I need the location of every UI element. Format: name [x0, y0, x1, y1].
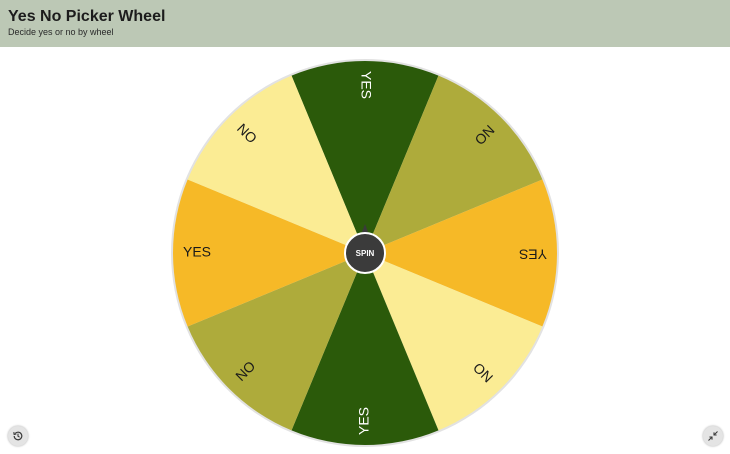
spin-button-label[interactable]: SPIN	[356, 249, 375, 258]
segment-label: YES	[356, 407, 372, 435]
wheel-segment[interactable]	[291, 61, 439, 254]
history-button[interactable]	[8, 426, 28, 446]
page-title: Yes No Picker Wheel	[8, 8, 166, 25]
wheel-segments[interactable]	[173, 61, 557, 445]
spin-button[interactable]	[344, 232, 386, 274]
segment-label: YES	[519, 246, 547, 262]
segment-label: YES	[183, 244, 211, 260]
wheel-segment[interactable]	[187, 75, 365, 254]
app-header: Yes No Picker Wheel Decide yes or no by …	[0, 0, 730, 47]
wheel-segment[interactable]	[173, 179, 365, 327]
wheel-segment[interactable]	[365, 75, 543, 254]
history-icon	[13, 431, 23, 441]
wheel-segment[interactable]	[365, 179, 557, 327]
collapse-icon	[708, 431, 718, 441]
wheel-segment[interactable]	[291, 253, 439, 445]
segment-label: YES	[358, 71, 374, 99]
page-subtitle: Decide yes or no by wheel	[8, 27, 114, 37]
wheel-segment[interactable]	[365, 253, 543, 431]
wheel-segment[interactable]	[187, 253, 365, 431]
fullscreen-toggle-button[interactable]	[703, 426, 723, 446]
